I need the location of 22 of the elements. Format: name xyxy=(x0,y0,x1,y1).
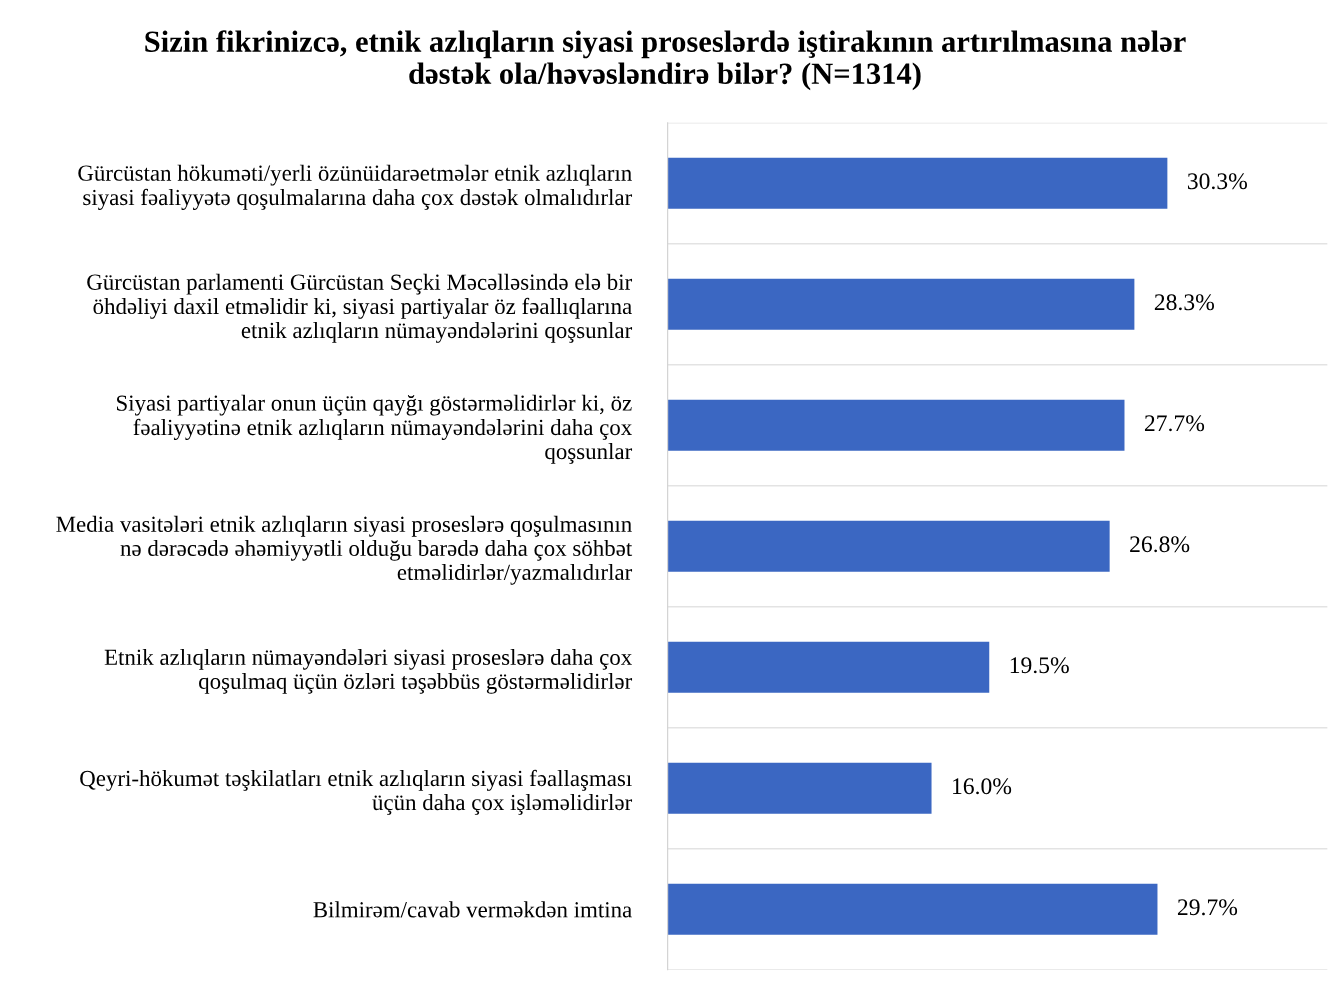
data-label: 28.3% xyxy=(1154,294,1215,311)
data-label: 16.0% xyxy=(953,778,1012,795)
y-tick-label: Gürcüstan parlamenti Gürcüstan Seçki Məcəlləsində elə bir öhdəliyi daxil etməlidir ki, siyasi partiyalar öz fəallıqlarına etnik azlıqların nümayəndələrini qoşsunlar xyxy=(87,273,633,343)
bar xyxy=(667,762,932,814)
bar xyxy=(667,641,990,693)
y-tick-label: Media vasitələri etnik azlıqların siyasi proseslərə qoşulmasının nə dərəcədə əhəmiyyətli olduğu barədə daha çox söhbət etməlidirlər/yazmalıdırlar xyxy=(56,515,633,585)
y-tick-label: Gürcüstan hökuməti/yerli özünüidarəetmələr etnik azlıqların siyasi fəaliyyətə qoşulmalarına daha çox dəstək olmalıdırlar xyxy=(78,164,633,210)
bar xyxy=(667,278,1135,330)
data-label: 19.5% xyxy=(1010,657,1069,674)
bar xyxy=(667,883,1158,935)
data-label: 27.7% xyxy=(1144,415,1205,432)
bar xyxy=(667,157,1168,209)
data-label: 30.3% xyxy=(1187,173,1247,190)
data-label: 26.8% xyxy=(1130,536,1190,553)
bar xyxy=(667,520,1110,572)
y-tick-label: Siyasi partiyalar onun üçün qayğı göstərməlidirlər ki, öz fəaliyyətinə etnik azlıqların nümayəndələrini daha çox qoşsunlar xyxy=(117,394,633,464)
chart-title: Sizin fikrinizcə, etnik azlıqların siyasi proseslərdə iştirakının artırılmasına nələr dəstək ola/həvəsləndirə bilər? (N=1314) xyxy=(145,30,1186,91)
y-tick-label: Etnik azlıqların nümayəndələri siyasi proseslərə daha çox qoşulmaq üçün özləri təşəbbüs göstərməlidirlər xyxy=(104,648,633,694)
y-tick-label: Qeyri-hökumət təşkilatları etnik azlıqların siyasi fəallaşması üçün daha çox işləməlidirlər xyxy=(80,769,633,815)
data-label: 29.7% xyxy=(1177,899,1238,916)
bar xyxy=(667,399,1125,451)
y-tick-label: Bilmirəm/cavab verməkdən imtina xyxy=(313,901,632,918)
